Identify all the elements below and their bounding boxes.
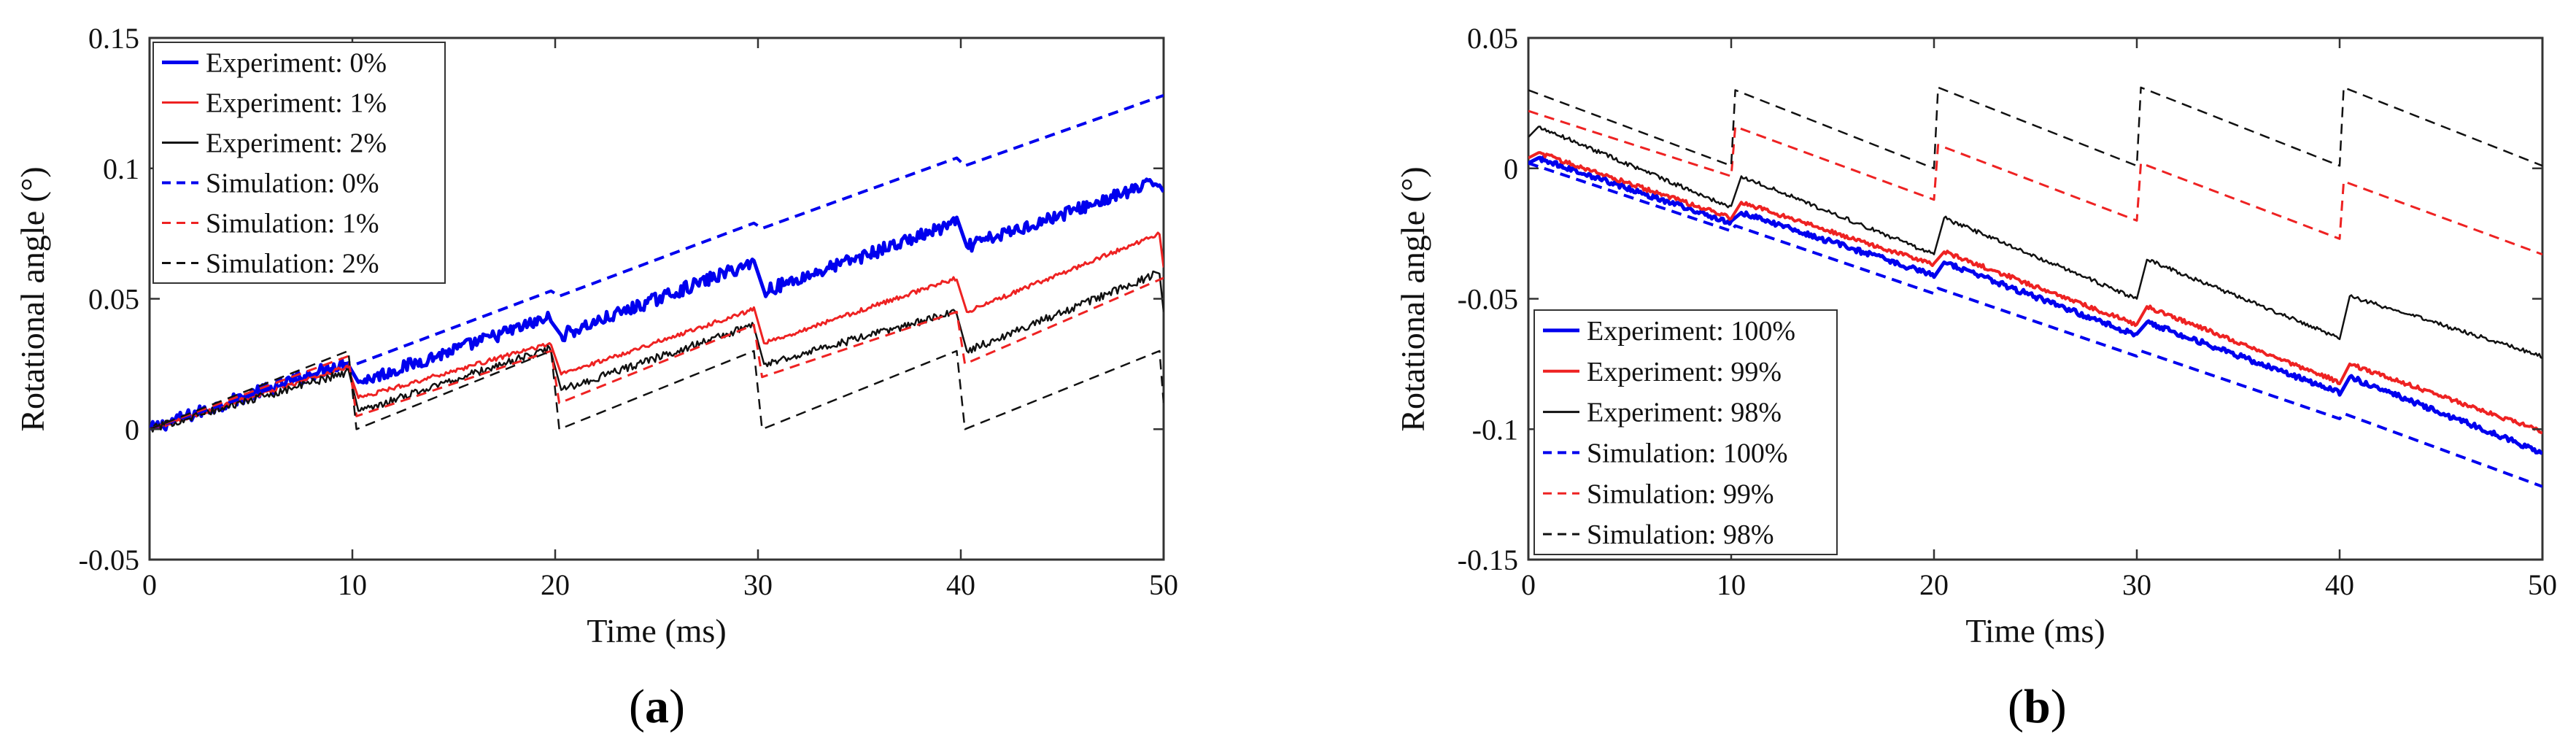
legend-label-a-experiment-2: Experiment: 2% xyxy=(206,128,387,159)
ytick-label-b-4: 0.05 xyxy=(1467,22,1518,55)
series-b-simulation-99 xyxy=(1528,109,2542,256)
x-axis-label-b: Time (ms) xyxy=(1965,612,2105,649)
ytick-label-b-1: -0.1 xyxy=(1472,413,1518,446)
panel-label-a: (a) xyxy=(629,680,685,733)
legend-label-b-experiment-100: Experiment: 100% xyxy=(1587,316,1795,347)
legend-label-a-simulation-0: Simulation: 0% xyxy=(206,169,379,199)
series-b-experiment-98 xyxy=(1528,125,2542,360)
legend-label-a-simulation-1: Simulation: 1% xyxy=(206,209,379,239)
legend-label-b-experiment-99: Experiment: 99% xyxy=(1587,357,1782,387)
panel-label-b-letter: b xyxy=(2024,680,2051,733)
legend-label-b-simulation-100: Simulation: 100% xyxy=(1587,438,1788,468)
y-axis-label-a: Rotational angle (°) xyxy=(14,166,51,431)
xtick-label-a-0: 0 xyxy=(142,568,157,601)
series-a-experiment-2 xyxy=(150,270,1164,433)
series-b-simulation-100 xyxy=(1528,161,2542,488)
xtick-label-a-1: 10 xyxy=(338,568,367,601)
xtick-label-a-4: 40 xyxy=(946,568,975,601)
legend-label-a-experiment-0: Experiment: 0% xyxy=(206,48,387,79)
series-a-simulation-2 xyxy=(150,349,1164,430)
series-layer-a xyxy=(150,93,1164,433)
legend-label-b-experiment-98: Experiment: 98% xyxy=(1587,398,1782,428)
ytick-label-a-2: 0.05 xyxy=(88,283,139,316)
series-b-simulation-98 xyxy=(1528,86,2542,170)
xtick-label-b-2: 20 xyxy=(1919,568,1949,601)
xtick-label-a-2: 20 xyxy=(541,568,570,601)
xtick-label-b-1: 10 xyxy=(1717,568,1746,601)
xtick-label-a-3: 30 xyxy=(743,568,773,601)
legend-label-a-simulation-2: Simulation: 2% xyxy=(206,249,379,279)
series-a-experiment-1 xyxy=(150,231,1164,430)
ytick-label-a-3: 0.1 xyxy=(103,152,139,185)
ytick-label-b-2: -0.05 xyxy=(1458,283,1518,316)
panel-label-b: (b) xyxy=(2008,680,2067,733)
series-b-experiment-100 xyxy=(1528,155,2542,455)
xtick-label-b-3: 30 xyxy=(2122,568,2151,601)
ytick-label-b-0: -0.15 xyxy=(1458,544,1518,576)
legend-box-a xyxy=(152,42,446,284)
legend-label-a-experiment-1: Experiment: 1% xyxy=(206,88,387,119)
legend-box-b xyxy=(1533,309,1838,555)
ytick-label-a-1: 0 xyxy=(125,413,139,446)
series-a-simulation-1 xyxy=(150,277,1164,430)
series-layer-b xyxy=(1528,86,2542,488)
legend-b: Experiment: 100% Experiment: 99% Experimen… xyxy=(1533,309,1838,555)
series-b-experiment-99 xyxy=(1528,151,2542,435)
xtick-label-a-5: 50 xyxy=(1149,568,1178,601)
ytick-label-a-0: -0.05 xyxy=(79,544,139,576)
legend-a: Experiment: 0% Experiment: 1% Experiment: … xyxy=(152,42,446,284)
legend-label-b-simulation-99: Simulation: 99% xyxy=(1587,479,1774,509)
xtick-label-b-5: 50 xyxy=(2528,568,2557,601)
panel-b: -0.15 -0.1 -0.05 0 0.05 0 10 20 30 40 50 Time (ms)… xyxy=(1394,22,2557,733)
x-axis-label-a: Time (ms) xyxy=(587,612,726,649)
panel-label-a-letter: a xyxy=(645,680,669,733)
xtick-label-b-0: 0 xyxy=(1521,568,1536,601)
y-axis-label-b: Rotational angle (°) xyxy=(1394,166,1431,431)
ytick-label-a-4: 0.15 xyxy=(88,22,139,55)
series-a-simulation-0 xyxy=(150,93,1164,431)
legend-label-b-simulation-98: Simulation: 98% xyxy=(1587,519,1774,550)
ticks-b: -0.15 -0.1 -0.05 0 0.05 0 10 20 30 40 50 xyxy=(1458,22,2557,601)
ytick-label-b-3: 0 xyxy=(1504,152,1518,185)
xtick-label-b-4: 40 xyxy=(2325,568,2354,601)
